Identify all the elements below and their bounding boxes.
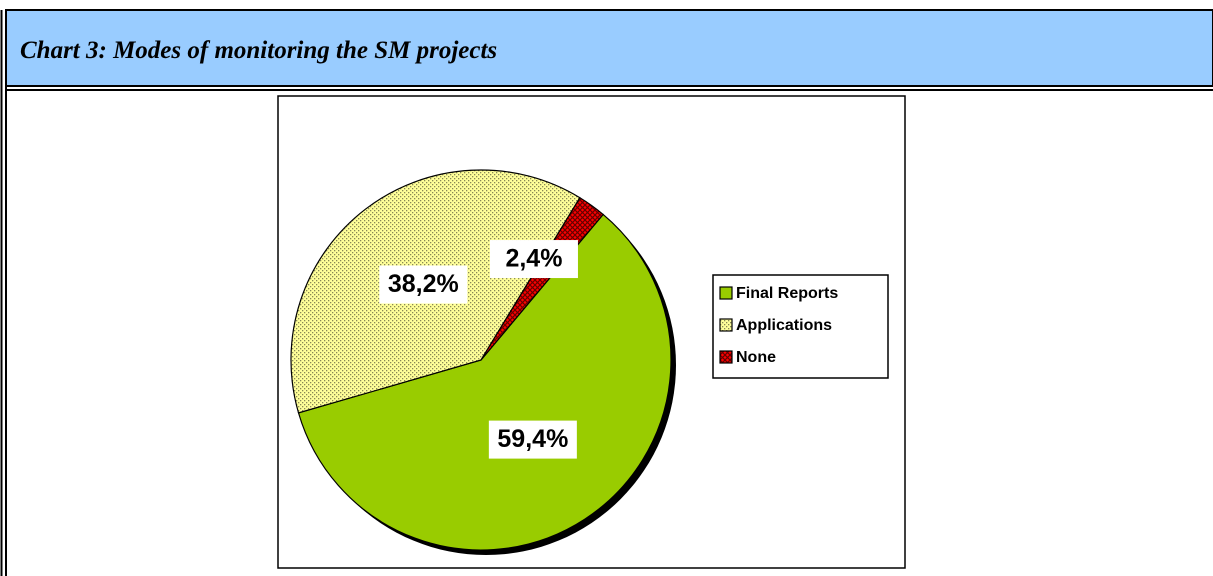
header-bar (5, 9, 1213, 87)
pie-slice (297, 213, 672, 551)
value-label-bg (379, 265, 468, 304)
value-label-bg (488, 420, 577, 459)
legend (712, 274, 889, 379)
pie-slice (480, 196, 604, 361)
legend-swatch (719, 286, 733, 300)
value-label: 59,4% (497, 425, 568, 453)
value-label: 2,4% (505, 245, 562, 273)
legend-label: Final Reports (736, 285, 838, 302)
legend-swatch (719, 318, 733, 332)
legend-label: None (736, 349, 776, 366)
legend-swatch (719, 350, 733, 364)
legend-label: Applications (736, 317, 832, 334)
value-label: 38,2% (388, 270, 459, 298)
chart-title: Chart 3: Modes of monitoring the SM proj… (20, 37, 497, 64)
value-label-bg (489, 240, 578, 279)
